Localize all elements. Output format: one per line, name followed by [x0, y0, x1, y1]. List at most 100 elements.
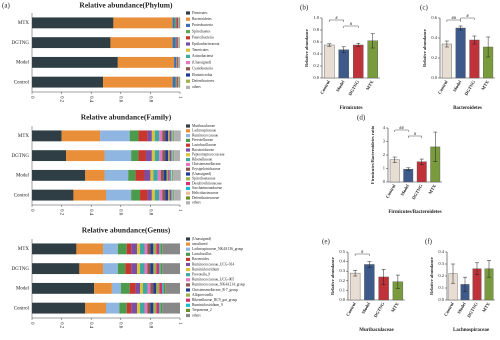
y-tick-label: 0.4: [431, 35, 437, 40]
bar-segment: [103, 76, 173, 88]
bar-segment: [32, 263, 80, 275]
y-tick-label: 0.0: [339, 297, 345, 302]
bar: [416, 161, 427, 183]
bar-segment: [131, 263, 138, 275]
bar-segment: [126, 302, 132, 314]
legend-swatch: [186, 148, 190, 152]
legend-label: Ruminococcaceae_UCG-005: [192, 278, 234, 282]
bar-segment: [104, 150, 132, 162]
legend-swatch: [186, 268, 190, 272]
legend-swatch: [186, 186, 190, 190]
bar-segment: [173, 150, 175, 162]
error-bar: [419, 158, 424, 165]
legend-label: Lachnospiraceae: [192, 129, 217, 133]
y-tick-label: 0.5: [339, 249, 345, 254]
bar-segment: [162, 263, 180, 275]
category-label: DGTNG: [12, 41, 30, 46]
legend-label: others: [192, 85, 201, 89]
legend-swatch: [186, 201, 190, 205]
x-axis-label: Firmicutes: [339, 106, 362, 111]
legend-swatch: [186, 138, 190, 142]
legend-label: Elusimicrobia: [192, 73, 213, 77]
chart-title: Relative abundance(Phylum): [79, 1, 173, 10]
bar-segment: [162, 302, 180, 314]
error-bar: [381, 269, 386, 285]
category-label: Control: [14, 193, 30, 198]
panel-label: (a): [2, 2, 10, 10]
error-bar: [475, 262, 479, 276]
bar-segment: [169, 150, 172, 162]
bar-segment: [140, 263, 145, 275]
bar-segment: [174, 17, 177, 29]
bar-segment: [156, 302, 160, 314]
y-tick-label: 0.2: [431, 55, 437, 60]
legend-label: Christensenellaceae_R-7_group: [192, 288, 238, 292]
bar-segment: [106, 302, 120, 314]
error-bar: [327, 43, 332, 47]
bar-segment: [32, 37, 111, 49]
legend-label: Tenericutes: [192, 48, 209, 52]
legend-label: Spirochaetes: [192, 29, 211, 33]
significance-bracket: [394, 129, 409, 132]
legend-label: Cyanobacteria: [192, 67, 213, 71]
bar-segment: [163, 169, 167, 181]
bar-segment: [94, 282, 112, 294]
bar-segment: [177, 76, 179, 88]
y-tick-label: 0.2: [313, 63, 319, 68]
legend-label: Spirochaetaceae: [192, 177, 216, 181]
bar-segment: [162, 282, 164, 294]
x-tick-label: DGTNG: [464, 79, 477, 96]
error-bar: [395, 274, 400, 289]
significance-bracket: [460, 17, 475, 20]
significance-label: #: [335, 15, 338, 20]
legend-swatch: [186, 54, 190, 58]
significance-bracket: [329, 19, 344, 22]
legend-swatch: [186, 17, 190, 21]
legend-label: others: [192, 201, 201, 205]
bar-segment: [160, 169, 164, 181]
bar-segment: [147, 189, 152, 201]
legend-swatch: [186, 134, 190, 138]
y-tick-label: 1: [383, 166, 385, 171]
bar-segment: [159, 130, 163, 142]
bar-segment: [176, 17, 178, 29]
bar-segment: [103, 263, 118, 275]
legend-swatch: [186, 143, 190, 147]
bar-segment: [111, 282, 121, 294]
significance-bracket: [354, 253, 370, 256]
y-tick-label: 0.8: [313, 27, 319, 32]
x-tick-label: Model: [361, 301, 372, 315]
x-tick-label: Model: [456, 301, 467, 315]
error-bar: [487, 260, 491, 278]
bar-segment: [150, 169, 154, 181]
y-tick-label: 0.1: [438, 285, 444, 290]
error-bar: [433, 131, 438, 162]
bar-segment: [144, 169, 151, 181]
legend-label: Deferribacteres: [192, 79, 215, 83]
legend-swatch: [186, 252, 190, 256]
bar-segment: [177, 56, 179, 68]
bar-segment: [106, 189, 132, 201]
bar-segment: [172, 130, 174, 142]
bar-segment: [117, 56, 175, 68]
bar-segment: [138, 150, 146, 162]
legend-swatch: [186, 153, 190, 157]
bar-segment: [154, 150, 160, 162]
legend-swatch: [186, 67, 190, 71]
x-tick-label: 0: [29, 209, 34, 212]
y-tick-label: 0.0: [431, 75, 437, 80]
x-tick-label: MTX: [480, 79, 490, 91]
bar-segment: [162, 243, 180, 255]
x-tick-label: 0: [29, 96, 34, 99]
bar-segment: [126, 243, 132, 255]
bar-segment: [172, 17, 175, 29]
bar-segment: [172, 169, 181, 181]
bar-segment: [117, 263, 126, 275]
bar-segment: [176, 37, 178, 49]
bar-segment: [159, 243, 161, 255]
bar-segment: [168, 169, 170, 181]
legend-swatch: [186, 167, 190, 171]
legend-label: Ruminococcaceae_UCG-014: [192, 262, 234, 266]
error-bar: [472, 35, 477, 45]
bar-segment: [172, 189, 174, 201]
